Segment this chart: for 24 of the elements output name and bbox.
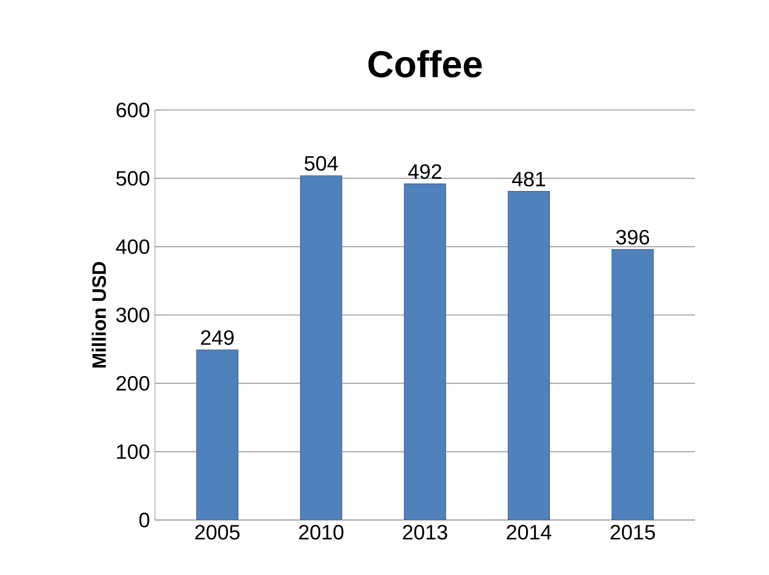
bar — [612, 249, 654, 520]
data-label: 249 — [201, 330, 234, 345]
data-label: 481 — [512, 172, 546, 186]
data-label: 396 — [616, 230, 650, 245]
bar — [508, 191, 550, 520]
y-tick-label: 0 — [139, 512, 150, 528]
y-tick-label: 300 — [116, 308, 150, 322]
y-tick-label: 600 — [116, 102, 150, 118]
bar — [300, 175, 342, 520]
y-tick-label: 500 — [116, 170, 150, 186]
y-tick-label: 200 — [116, 376, 150, 391]
bar — [404, 184, 446, 520]
x-tick-label: 2005 — [195, 524, 240, 540]
x-tick-label: 2013 — [402, 524, 448, 540]
chart-title: Coffee — [368, 50, 482, 78]
y-axis-title: Million USD — [92, 262, 106, 368]
data-label: 504 — [304, 156, 338, 171]
x-tick-label: 2010 — [299, 524, 344, 540]
bar — [196, 350, 238, 520]
y-tick-label: 100 — [117, 444, 150, 460]
x-tick-label: 2014 — [506, 524, 552, 540]
y-tick-label: 400 — [116, 239, 150, 254]
data-label: 492 — [408, 164, 442, 179]
x-tick-label: 2015 — [610, 524, 655, 540]
